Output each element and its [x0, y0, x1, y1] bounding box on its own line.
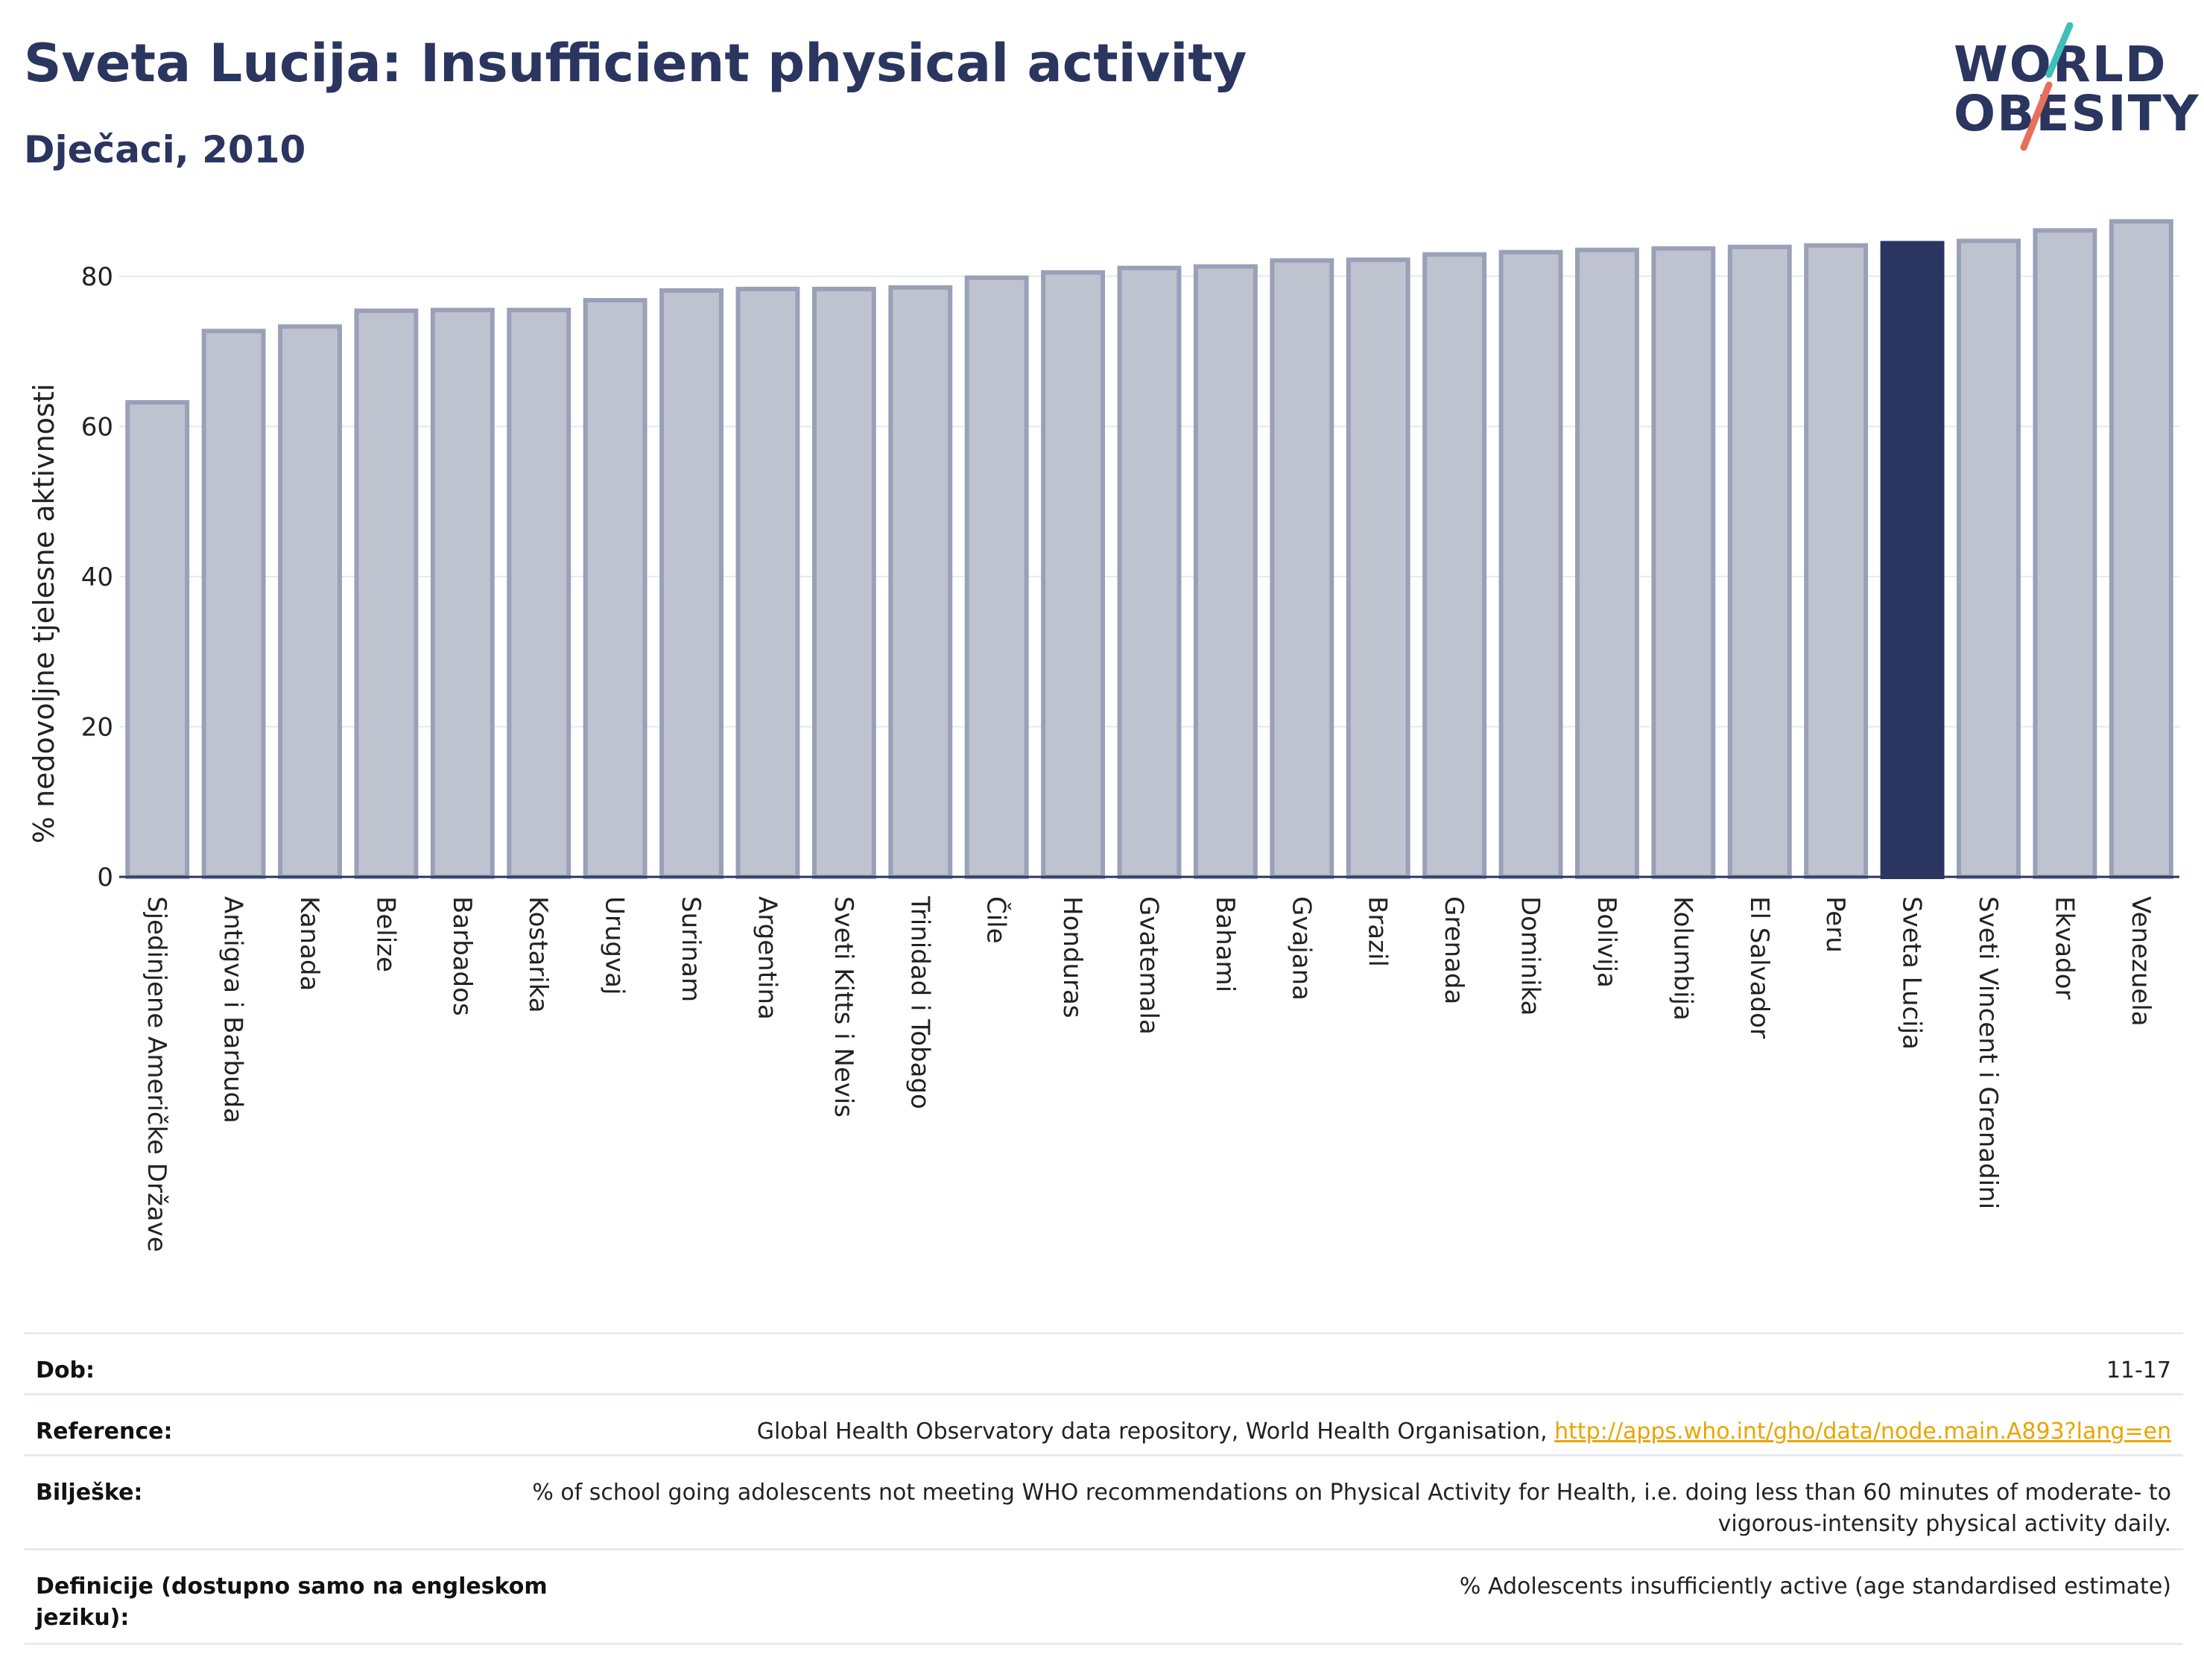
reference-label: Reference:: [36, 1419, 173, 1445]
notes-label: Bilješke:: [36, 1480, 143, 1506]
x-tick-label: Belize: [370, 896, 400, 972]
bar-13: [1117, 265, 1182, 880]
bar-6: [583, 298, 647, 879]
page-subtitle: Dječaci, 2010: [24, 128, 306, 171]
bar-14: [1193, 264, 1258, 879]
x-tick-label: Venezuela: [2126, 896, 2156, 1027]
bar-12: [1041, 270, 1106, 879]
bar-7: [659, 288, 723, 880]
x-tick-label: Kolumbija: [1668, 896, 1697, 1021]
info-row-notes: Bilješke: % of school going adolescents …: [24, 1454, 2183, 1549]
y-tick-label: 80: [81, 262, 113, 292]
info-row-reference: Reference: Global Health Observatory dat…: [24, 1393, 2183, 1455]
bar-19: [1575, 247, 1639, 879]
bar-9: [811, 286, 876, 880]
x-tick-label: Sveti Vincent i Grenadini: [1973, 896, 2003, 1209]
x-tick-label: Antigva i Barbuda: [218, 896, 248, 1123]
x-tick-label: Ekvador: [2049, 896, 2079, 1000]
x-tick-label: Peru: [1820, 896, 1850, 953]
y-tick-label: 40: [81, 562, 113, 592]
bar-5: [507, 308, 571, 879]
bar-26: [2109, 219, 2173, 879]
bar-15: [1270, 258, 1334, 879]
bar-16: [1346, 257, 1410, 879]
reference-text: Global Health Observatory data repositor…: [756, 1419, 1555, 1445]
x-tick-label: Trinidad i Tobago: [905, 896, 934, 1109]
y-axis-label: % nedovoljne tjelesne aktivnosti: [28, 384, 60, 843]
bar-0: [125, 400, 190, 879]
x-tick-label: Sveti Kitts i Nevis: [829, 896, 858, 1118]
definitions-label: Definicije (dostupno samo na engleskom j…: [36, 1573, 548, 1631]
x-tick-label: Brazil: [1363, 896, 1393, 967]
reference-link[interactable]: http://apps.who.int/gho/data/node.main.A…: [1554, 1419, 2171, 1445]
x-tick-label: Argentina: [752, 896, 782, 1020]
bars: [125, 219, 2173, 880]
bar-17: [1422, 252, 1487, 879]
x-axis-labels: Sjedinjene Američke Države Antigva i Barb…: [142, 896, 2156, 1252]
x-tick-label: Gvajana: [1286, 896, 1316, 1001]
x-tick-label: Sjedinjene Američke Države: [142, 896, 171, 1252]
notes-value: % of school going adolescents not meetin…: [532, 1480, 2171, 1537]
bar-10: [888, 285, 953, 879]
x-tick-label: Kostarika: [523, 896, 553, 1013]
y-tick-label: 20: [81, 712, 113, 742]
x-tick-label: Bahami: [1210, 896, 1240, 992]
logo-line2: OBESITY: [1954, 85, 2200, 142]
logo-slash-icon: [2020, 22, 2074, 151]
bar-1: [201, 329, 266, 879]
bar-25: [2033, 228, 2097, 879]
reference-value: Global Health Observatory data repositor…: [607, 1416, 2171, 1448]
bar-21: [1727, 244, 1792, 880]
y-tick-label: 0: [97, 863, 113, 893]
x-tick-label: Grenada: [1439, 896, 1469, 1004]
x-tick-label: Barbados: [447, 896, 477, 1016]
info-row-definitions: Definicije (dostupno samo na engleskom j…: [24, 1548, 2183, 1645]
bar-18: [1498, 250, 1563, 880]
x-tick-label: Dominika: [1516, 896, 1545, 1015]
x-tick-label: Kanada: [294, 896, 324, 991]
x-tick-label: El Salvador: [1744, 896, 1774, 1039]
info-row-age: Dob: 11-17: [24, 1332, 2183, 1394]
bar-chart: 0 20 40 60 80 Sjedinjene Američke Države Anti…: [28, 219, 2179, 1252]
world-obesity-logo: WORLD OBESITY: [1937, 22, 2198, 156]
bar-23: [1880, 241, 1945, 879]
bar-8: [735, 286, 800, 880]
bar-24: [1957, 238, 2021, 879]
bar-4: [430, 308, 495, 879]
x-tick-label: Honduras: [1057, 896, 1087, 1018]
bar-3: [354, 308, 419, 879]
x-tick-label: Čile: [981, 896, 1012, 944]
definitions-value: % Adolescents insufficiently active (age…: [1459, 1573, 2171, 1600]
x-tick-label: Bolivija: [1592, 896, 1621, 988]
bar-22: [1804, 243, 1869, 880]
age-label: Dob:: [36, 1357, 95, 1383]
y-axis-ticks: 0 20 40 60 80: [81, 262, 113, 893]
x-tick-label: Surinam: [676, 896, 706, 1002]
bar-11: [964, 275, 1029, 879]
page-title: Sveta Lucija: Insufficient physical acti…: [24, 33, 1247, 94]
bar-2: [278, 324, 342, 879]
x-tick-label: Sveta Lucija: [1897, 896, 1927, 1050]
x-tick-label: Gvatemala: [1134, 896, 1164, 1035]
bar-20: [1651, 246, 1716, 879]
x-tick-label: Urugvaj: [600, 896, 630, 995]
y-tick-label: 60: [81, 412, 113, 442]
age-value: 11-17: [2106, 1357, 2171, 1383]
